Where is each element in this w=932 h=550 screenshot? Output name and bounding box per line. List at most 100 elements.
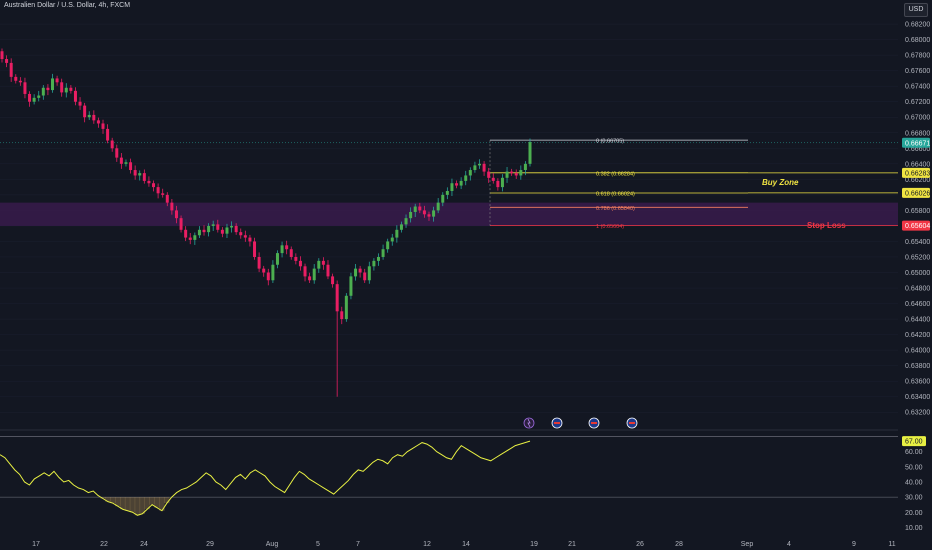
rsi-line[interactable] xyxy=(0,440,531,516)
candle[interactable] xyxy=(92,110,96,124)
candle[interactable] xyxy=(87,111,91,120)
candle[interactable] xyxy=(303,263,307,282)
candle[interactable] xyxy=(239,228,243,239)
candle[interactable] xyxy=(528,138,532,167)
candle[interactable] xyxy=(340,306,344,325)
candle[interactable] xyxy=(514,169,518,179)
candle[interactable] xyxy=(464,170,468,186)
candle[interactable] xyxy=(409,207,413,223)
currency-selector[interactable]: USD xyxy=(904,3,928,17)
candle[interactable] xyxy=(230,221,234,233)
candle[interactable] xyxy=(197,226,201,238)
candle[interactable] xyxy=(211,220,215,231)
flag-au-icon[interactable] xyxy=(551,417,563,429)
candle[interactable] xyxy=(450,178,454,197)
candle[interactable] xyxy=(376,253,380,266)
candle[interactable] xyxy=(5,55,9,68)
candle[interactable] xyxy=(147,176,151,187)
candle[interactable] xyxy=(73,87,77,106)
candle[interactable] xyxy=(271,260,275,283)
candle[interactable] xyxy=(257,252,261,273)
candle[interactable] xyxy=(477,159,481,169)
candle[interactable] xyxy=(156,183,160,199)
candle[interactable] xyxy=(298,256,302,271)
candle[interactable] xyxy=(184,226,188,242)
candle[interactable] xyxy=(225,223,229,238)
candle[interactable] xyxy=(312,264,316,284)
candle[interactable] xyxy=(101,119,105,134)
candle[interactable] xyxy=(308,272,312,283)
candle[interactable] xyxy=(142,169,146,184)
candle[interactable] xyxy=(46,84,50,96)
candle[interactable] xyxy=(133,165,137,180)
candle[interactable] xyxy=(413,203,417,217)
candle[interactable] xyxy=(193,232,197,245)
candle[interactable] xyxy=(459,177,463,190)
candle[interactable] xyxy=(399,221,403,233)
candle[interactable] xyxy=(138,170,142,181)
candle[interactable] xyxy=(55,75,59,86)
candle[interactable] xyxy=(0,48,4,63)
candle[interactable] xyxy=(436,198,440,214)
candle[interactable] xyxy=(404,214,408,228)
candle[interactable] xyxy=(220,227,224,238)
candle[interactable] xyxy=(216,219,220,233)
candle[interactable] xyxy=(390,233,394,246)
candle[interactable] xyxy=(363,268,367,283)
candle[interactable] xyxy=(32,94,36,105)
candle[interactable] xyxy=(14,74,18,84)
candle[interactable] xyxy=(9,58,13,82)
candle[interactable] xyxy=(248,234,252,247)
candle[interactable] xyxy=(174,205,178,224)
candle[interactable] xyxy=(473,161,477,173)
candle[interactable] xyxy=(395,225,399,243)
candle[interactable] xyxy=(344,293,348,322)
candle[interactable] xyxy=(253,237,257,260)
candle[interactable] xyxy=(441,192,445,207)
candle[interactable] xyxy=(110,137,114,152)
candle[interactable] xyxy=(280,241,284,258)
candle[interactable] xyxy=(367,261,371,284)
candle[interactable] xyxy=(358,265,362,278)
flash-icon[interactable] xyxy=(523,417,535,429)
candle[interactable] xyxy=(165,192,169,207)
candle[interactable] xyxy=(152,180,156,192)
candle[interactable] xyxy=(372,258,376,271)
candle[interactable] xyxy=(496,178,500,191)
candle[interactable] xyxy=(51,73,55,93)
candle[interactable] xyxy=(179,215,183,233)
candle[interactable] xyxy=(161,188,165,198)
candle[interactable] xyxy=(487,167,491,183)
candle[interactable] xyxy=(28,91,32,107)
candle[interactable] xyxy=(64,83,68,98)
candle[interactable] xyxy=(432,206,436,222)
candle[interactable] xyxy=(96,117,100,128)
candle[interactable] xyxy=(266,268,270,286)
candle[interactable] xyxy=(202,225,206,236)
candle[interactable] xyxy=(289,246,293,260)
candle[interactable] xyxy=(275,250,279,269)
candle[interactable] xyxy=(83,102,87,123)
candle[interactable] xyxy=(491,173,495,184)
candle[interactable] xyxy=(321,257,325,270)
candle[interactable] xyxy=(188,232,192,245)
candle[interactable] xyxy=(106,124,110,144)
candle[interactable] xyxy=(386,238,390,253)
candle[interactable] xyxy=(349,272,353,300)
candle[interactable] xyxy=(23,77,27,99)
candle[interactable] xyxy=(335,280,339,397)
candle[interactable] xyxy=(119,153,123,169)
candle[interactable] xyxy=(234,223,238,235)
candle[interactable] xyxy=(422,205,426,218)
candle[interactable] xyxy=(455,180,459,189)
candle[interactable] xyxy=(207,223,211,237)
candle[interactable] xyxy=(18,77,22,86)
candle[interactable] xyxy=(519,165,523,180)
candle[interactable] xyxy=(78,97,82,110)
candle[interactable] xyxy=(129,158,133,174)
flag-us-icon[interactable] xyxy=(626,417,638,429)
candle[interactable] xyxy=(285,240,289,255)
candle[interactable] xyxy=(317,258,321,273)
candle[interactable] xyxy=(326,260,330,280)
